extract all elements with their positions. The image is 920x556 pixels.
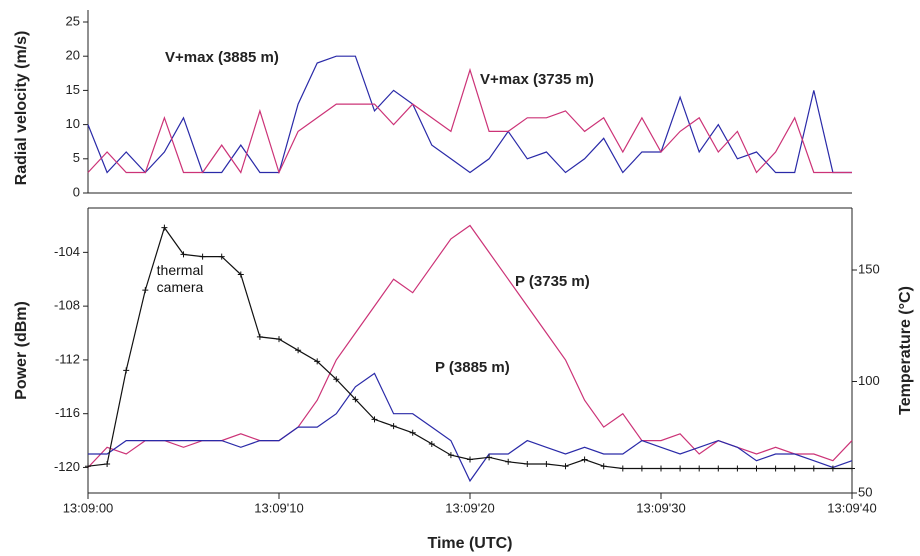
x-tick-label: 13:09:00 <box>63 500 114 515</box>
y-axis-title: Radial velocity (m/s) <box>13 31 30 186</box>
series-label: P (3885 m) <box>435 359 510 376</box>
marker <box>428 440 435 447</box>
marker <box>276 336 282 343</box>
marker <box>619 465 626 472</box>
series-line <box>88 372 853 483</box>
marker <box>638 465 645 472</box>
marker <box>104 461 111 468</box>
series-label: V+max (3735 m) <box>480 71 594 88</box>
marker <box>810 465 817 472</box>
marker <box>85 463 91 470</box>
series-label: thermal camera <box>156 262 204 295</box>
y-tick-label: 10 <box>66 116 80 131</box>
series-line <box>87 67 852 175</box>
marker <box>314 358 321 365</box>
marker <box>467 456 473 463</box>
y2-tick-label: 50 <box>858 484 872 499</box>
x-tick-label: 13:09'30 <box>636 500 685 515</box>
marker <box>390 423 397 430</box>
y-tick-label: 15 <box>66 82 80 97</box>
y-tick-label: -112 <box>55 351 80 366</box>
y-tick-label: 0 <box>73 184 80 199</box>
y-tick-label: -116 <box>55 405 80 420</box>
series-line <box>87 55 852 174</box>
marker <box>180 251 187 258</box>
marker <box>505 458 512 465</box>
series-label: V+max (3885 m) <box>165 49 279 66</box>
y-tick-label: -120 <box>54 459 80 474</box>
y2-tick-label: 150 <box>858 261 880 276</box>
marker <box>849 465 855 472</box>
marker <box>696 465 703 472</box>
marker <box>123 367 130 374</box>
y-tick-label: -108 <box>54 298 80 313</box>
marker <box>352 396 359 403</box>
marker <box>581 456 588 463</box>
marker <box>218 253 225 260</box>
marker <box>199 253 206 260</box>
y-tick-label: 5 <box>73 150 80 165</box>
marker <box>715 465 722 472</box>
marker <box>562 463 569 470</box>
marker <box>237 271 244 278</box>
y-axis-title: Power (dBm) <box>13 301 30 400</box>
marker <box>524 461 531 468</box>
x-tick-label: 13:09'20 <box>445 500 494 515</box>
y2-axis-title: Temperature (°C) <box>897 286 914 415</box>
marker <box>486 454 493 461</box>
marker <box>371 416 378 423</box>
marker <box>142 287 149 294</box>
marker <box>772 465 779 472</box>
marker <box>829 465 836 472</box>
marker <box>791 465 798 472</box>
y-tick-label: 20 <box>66 48 80 63</box>
marker <box>658 465 664 472</box>
y2-tick-label: 100 <box>858 373 880 388</box>
series-label: P (3735 m) <box>515 273 590 290</box>
y-tick-label: -104 <box>54 244 80 259</box>
marker <box>295 347 302 354</box>
marker <box>753 465 760 472</box>
x-axis-title: Time (UTC) <box>427 535 512 552</box>
x-tick-label: 13:09'10 <box>254 500 303 515</box>
marker <box>333 376 340 383</box>
marker <box>543 461 550 468</box>
y-tick-label: 25 <box>66 13 80 28</box>
marker <box>600 463 607 470</box>
marker <box>256 333 263 340</box>
marker <box>677 465 684 472</box>
marker <box>734 465 741 472</box>
marker <box>409 429 416 436</box>
marker <box>447 452 454 459</box>
x-tick-label: 13:09'40 <box>827 500 876 515</box>
marker <box>161 224 168 231</box>
